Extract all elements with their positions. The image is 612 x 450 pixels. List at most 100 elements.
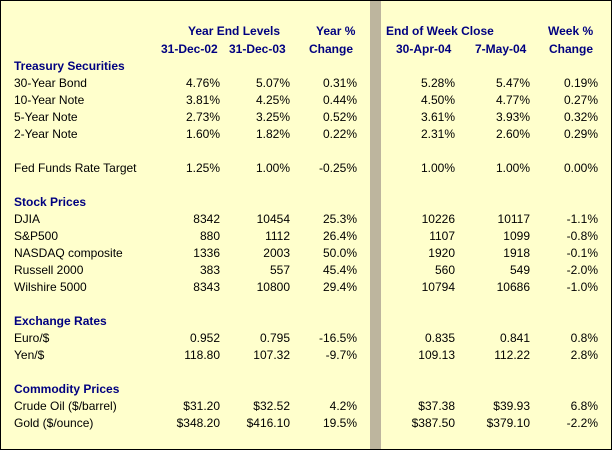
week-change-cell: 0.19% (563, 76, 598, 90)
header-year-end-levels: Year End Levels (188, 24, 281, 38)
val-30-apr-04-cell: 2.31% (420, 127, 455, 141)
row-label: Fed Funds Rate Target (14, 161, 137, 175)
val-31-dec-03-cell: 1.82% (255, 127, 290, 141)
val-7-may-04-cell: 0.841 (499, 331, 530, 345)
row-label: Wilshire 5000 (14, 280, 87, 294)
year-change-cell: 26.4% (322, 229, 357, 243)
week-change-cell: 6.8% (570, 399, 598, 413)
val-30-apr-04-cell: 3.61% (420, 110, 455, 124)
val-30-apr-04-cell: 4.50% (420, 93, 455, 107)
year-change-cell: 45.4% (322, 263, 357, 277)
val-7-may-04-cell: 2.60% (495, 127, 530, 141)
val-31-dec-03-cell: 1112 (265, 229, 290, 243)
week-change-cell: -0.1% (566, 246, 598, 260)
row-label: Russell 2000 (14, 263, 84, 277)
val-30-apr-04-cell: 10226 (421, 212, 455, 226)
val-31-dec-03-cell: 107.32 (253, 348, 290, 362)
val-30-apr-04-cell: 560 (434, 263, 455, 277)
val-31-dec-02-cell: 2.73% (185, 110, 220, 124)
val-7-may-04-cell: 3.93% (495, 110, 530, 124)
val-7-may-04-cell: 10686 (496, 280, 530, 294)
val-31-dec-03-cell: 3.25% (255, 110, 290, 124)
header-date-30-apr-04: 30-Apr-04 (396, 42, 452, 56)
val-7-may-04-cell: 10117 (497, 212, 530, 226)
row-label: Gold ($/ounce) (14, 416, 94, 430)
week-change-cell: -0.8% (566, 229, 598, 243)
val-30-apr-04-cell: $37.38 (418, 399, 455, 413)
section-commodity-prices: Commodity Prices (14, 382, 120, 396)
header-date-31-dec-02: 31-Dec-02 (161, 42, 218, 56)
val-31-dec-03-cell: 10800 (256, 280, 290, 294)
header-change-week: Change (549, 42, 594, 56)
val-7-may-04-cell: 1099 (503, 229, 530, 243)
year-change-cell: 19.5% (322, 416, 357, 430)
year-change-cell: 4.2% (329, 399, 357, 413)
val-31-dec-03-cell: 0.795 (259, 331, 290, 345)
section-stock-prices: Stock Prices (14, 195, 87, 209)
row-label: Crude Oil ($/barrel) (14, 399, 117, 413)
val-30-apr-04-cell: 1.00% (420, 161, 455, 175)
val-31-dec-02-cell: 118.80 (184, 348, 220, 362)
val-30-apr-04-cell: 10794 (421, 280, 455, 294)
year-change-cell: -0.25% (318, 161, 357, 175)
val-7-may-04-cell: 5.47% (495, 76, 530, 90)
val-31-dec-03-cell: $32.52 (253, 399, 290, 413)
row-label: 30-Year Bond (14, 76, 87, 90)
year-change-cell: 50.0% (322, 246, 357, 260)
week-change-cell: 0.00% (563, 161, 598, 175)
val-7-may-04-cell: 4.77% (495, 93, 530, 107)
year-change-cell: 0.31% (322, 76, 357, 90)
row-label: S&P500 (14, 229, 59, 243)
week-change-cell: 0.8% (570, 331, 598, 345)
val-30-apr-04-cell: $387.50 (411, 416, 455, 430)
val-7-may-04-cell: 1918 (503, 246, 530, 260)
header-date-7-may-04: 7-May-04 (475, 42, 527, 56)
year-change-cell: 0.52% (322, 110, 357, 124)
val-31-dec-02-cell: 4.76% (185, 76, 220, 90)
val-31-dec-02-cell: 1.60% (185, 127, 220, 141)
row-label: NASDAQ composite (14, 246, 123, 260)
val-30-apr-04-cell: 109.13 (418, 348, 455, 362)
val-7-may-04-cell: $39.93 (493, 399, 530, 413)
val-31-dec-03-cell: 1.00% (255, 161, 290, 175)
val-30-apr-04-cell: 5.28% (420, 76, 455, 90)
val-31-dec-03-cell: 2003 (263, 246, 290, 260)
val-31-dec-02-cell: 880 (199, 229, 220, 243)
val-7-may-04-cell: 112.22 (494, 348, 530, 362)
week-change-cell: -1.1% (566, 212, 598, 226)
week-change-cell: 0.32% (563, 110, 598, 124)
header-year-pct: Year % (316, 24, 356, 38)
val-7-may-04-cell: 549 (509, 263, 530, 277)
val-31-dec-02-cell: 1.25% (185, 161, 220, 175)
year-change-cell: 0.22% (322, 127, 357, 141)
column-divider (370, 1, 381, 449)
week-change-cell: -1.0% (566, 280, 598, 294)
week-change-cell: 0.27% (563, 93, 598, 107)
val-30-apr-04-cell: 1920 (428, 246, 455, 260)
week-change-cell: -2.0% (566, 263, 598, 277)
week-change-cell: 0.29% (563, 127, 598, 141)
header-date-31-dec-03: 31-Dec-03 (229, 42, 286, 56)
week-change-cell: -2.2% (566, 416, 598, 430)
year-change-cell: 25.3% (322, 212, 357, 226)
year-change-cell: -16.5% (318, 331, 357, 345)
row-label: 2-Year Note (14, 127, 78, 141)
val-31-dec-02-cell: $348.20 (176, 416, 220, 430)
week-change-cell: 2.8% (570, 348, 598, 362)
year-change-cell: 0.44% (322, 93, 357, 107)
val-7-may-04-cell: $379.10 (486, 416, 530, 430)
section-treasury-securities: Treasury Securities (14, 59, 125, 73)
header-change-year: Change (309, 42, 354, 56)
val-31-dec-02-cell: 8342 (193, 212, 220, 226)
val-31-dec-03-cell: 10454 (256, 212, 290, 226)
val-31-dec-03-cell: 4.25% (255, 93, 290, 107)
row-label: 10-Year Note (14, 93, 85, 107)
val-31-dec-03-cell: $416.10 (246, 416, 290, 430)
val-31-dec-02-cell: 3.81% (185, 93, 220, 107)
row-label: Euro/$ (14, 331, 50, 345)
val-31-dec-02-cell: 383 (199, 263, 220, 277)
section-exchange-rates: Exchange Rates (14, 314, 107, 328)
val-30-apr-04-cell: 0.835 (424, 331, 455, 345)
header-end-of-week-close: End of Week Close (386, 24, 494, 38)
